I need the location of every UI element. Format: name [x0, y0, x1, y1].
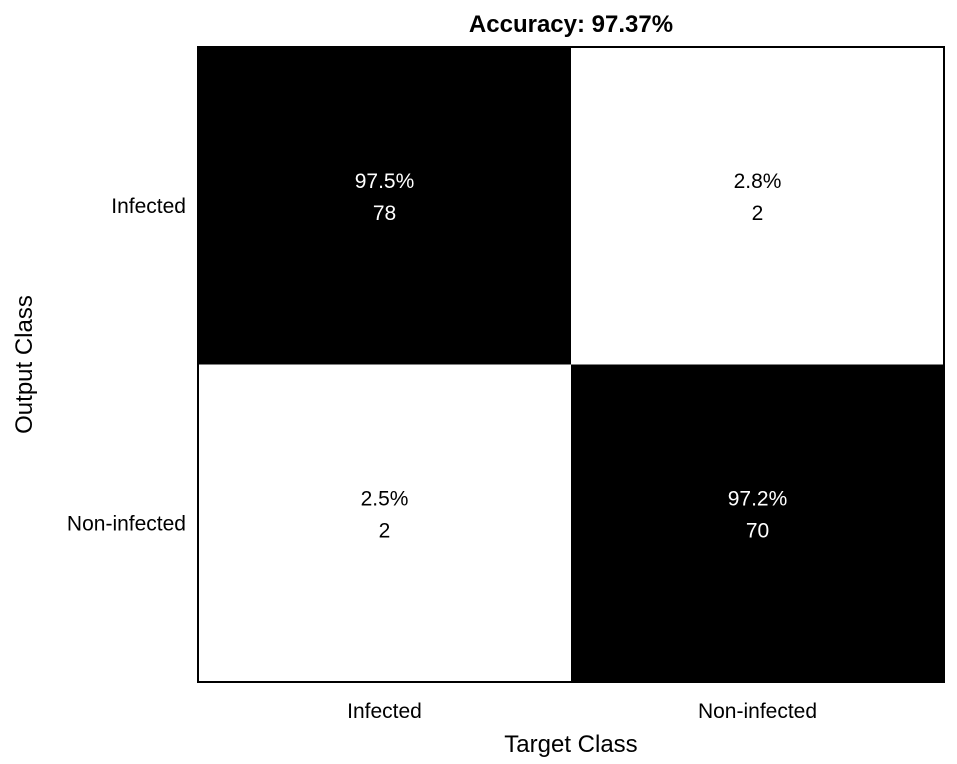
cell-percent-label: 97.5% [355, 170, 415, 193]
y-tick-label: Non-infected [67, 512, 186, 535]
x-tick-labels: Infected Non-infected [347, 700, 817, 723]
chart-title: Accuracy: 97.37% [469, 11, 673, 38]
cell-count-label: 70 [746, 519, 769, 542]
y-axis-label: Output Class [11, 295, 38, 434]
matrix-cell [571, 47, 944, 365]
cell-count-label: 2 [752, 202, 764, 225]
y-tick-labels: Infected Non-infected [67, 195, 186, 536]
cell-percent-label: 97.2% [728, 487, 788, 510]
matrix-cells: 97.5% 78 2.8% 2 2.5% 2 97.2% 70 [198, 47, 944, 682]
y-tick-label: Infected [111, 195, 186, 218]
matrix-cell [198, 47, 571, 365]
cell-count-label: 2 [379, 519, 391, 542]
cell-percent-label: 2.5% [361, 487, 409, 510]
x-axis-label: Target Class [504, 731, 637, 758]
x-tick-label: Infected [347, 700, 422, 723]
x-tick-label: Non-infected [698, 700, 817, 723]
plot-frame [197, 46, 945, 683]
matrix-cell [198, 364, 571, 682]
cell-percent-label: 2.8% [734, 170, 782, 193]
cell-count-label: 78 [373, 202, 396, 225]
matrix-cell [571, 364, 944, 682]
